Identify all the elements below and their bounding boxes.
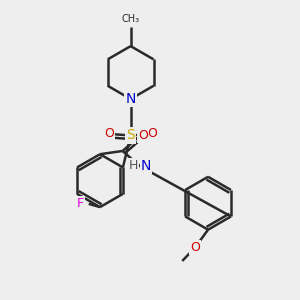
Text: S: S (126, 128, 135, 142)
Text: N: N (125, 92, 136, 106)
Text: O: O (148, 128, 158, 140)
Text: N: N (141, 159, 151, 173)
Text: O: O (104, 128, 114, 140)
Text: F: F (77, 197, 84, 210)
Text: H: H (128, 159, 138, 172)
Text: O: O (190, 241, 200, 254)
Text: O: O (138, 129, 148, 142)
Text: CH₃: CH₃ (122, 14, 140, 24)
